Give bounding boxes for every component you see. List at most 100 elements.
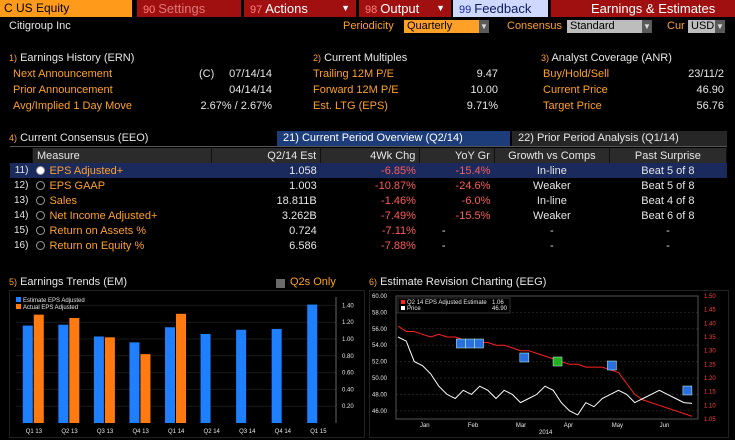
tab-current-period[interactable]: 21) Current Period Overview (Q2/14) (277, 131, 510, 146)
measure-label: EPS GAAP (49, 179, 106, 192)
col-4wk-header[interactable]: 4Wk Chg (320, 148, 421, 163)
bar-estimate (58, 324, 69, 423)
surprise-cell: Beat 5 of 8 (609, 163, 727, 178)
y-tick-label: 0.20 (342, 404, 354, 410)
event-marker-icon (474, 338, 484, 349)
consensus-header[interactable]: 4) Current Consensus (EEO) (9, 132, 148, 144)
ticker-field[interactable]: C US Equity (0, 0, 132, 17)
bar-estimate (271, 328, 282, 423)
table-row[interactable]: 15) Return on Assets % 0.724 -7.11% - - … (10, 223, 727, 238)
prior-announcement-value: 04/14/14 (229, 84, 272, 96)
currency-dropdown-icon[interactable]: ▼ (715, 20, 725, 33)
right-tick-label: 1.45 (704, 308, 716, 314)
currency-label: Cur (667, 20, 685, 32)
x-tick-label: Q4 14 (275, 429, 292, 435)
settings-button[interactable]: 90 Settings (137, 0, 241, 17)
consensus-select[interactable]: Standard (567, 20, 642, 33)
row-number: 16) (14, 240, 29, 251)
radio-icon[interactable] (36, 196, 46, 206)
left-tick-label: 56.00 (372, 327, 388, 333)
right-tick-label: 1.15 (704, 390, 716, 396)
measure-cell[interactable]: Net Income Adjusted+ (32, 208, 211, 223)
table-row[interactable]: 14) Net Income Adjusted+ 3.262B -7.49% -… (10, 208, 727, 223)
col-est-header[interactable]: Q2/14 Est (211, 148, 322, 163)
col-yoy-header[interactable]: YoY Gr (419, 148, 495, 163)
measure-cell[interactable]: Sales (32, 193, 211, 208)
right-tick-label: 1.35 (704, 335, 716, 341)
table-row[interactable]: 13) Sales 18.811B -1.46% -6.0% In-line B… (10, 193, 727, 208)
comps-cell: In-line (536, 194, 567, 207)
bar-estimate (22, 325, 33, 423)
currency-select[interactable]: USD (688, 20, 715, 33)
col-surprise-header[interactable]: Past Surprise (609, 148, 728, 163)
y-tick-label: 0.40 (342, 387, 354, 393)
table-row[interactable]: 11) EPS Adjusted+ 1.058 -6.85% -15.4% In… (10, 163, 727, 178)
estimate-revision-header[interactable]: 6) Estimate Revision Charting (EEG) (369, 276, 546, 288)
x-tick-label: Q3 14 (239, 429, 256, 435)
section-title: Analyst Coverage (ANR) (551, 52, 672, 64)
yoy-cell: - (441, 224, 446, 237)
comps-cell: Weaker (533, 179, 571, 192)
earnings-trends-header[interactable]: 5) Earnings Trends (EM) (9, 276, 127, 288)
estimate-revision-chart: 60.00 58.00 56.00 54.00 52.00 50.00 48.00 46.00… (369, 290, 729, 438)
row-number: 14) (14, 210, 29, 221)
measure-cell[interactable]: Return on Equity % (32, 238, 211, 253)
surprise-cell: - (666, 224, 670, 237)
ltg-eps-label: Est. LTG (EPS) (313, 100, 388, 112)
analyst-coverage-header[interactable]: 3) Analyst Coverage (ANR) (541, 52, 672, 64)
table-row[interactable]: 12) EPS GAAP 1.003 -10.87% -24.6% Weaker… (10, 178, 727, 193)
consensus-dropdown-icon[interactable]: ▼ (642, 20, 652, 33)
col-comps-header[interactable]: Growth vs Comps (494, 148, 610, 163)
right-tick-label: 1.05 (704, 417, 716, 423)
x-tick-label: Q2 13 (61, 429, 78, 435)
comps-cell: Weaker (533, 209, 571, 222)
yoy-cell: - (441, 239, 446, 252)
actions-button[interactable]: 97 Actions ▼ (244, 0, 356, 17)
feedback-button[interactable]: 99 Feedback (453, 0, 548, 17)
radio-icon[interactable] (36, 241, 46, 251)
4wk-cell: -1.46% (381, 194, 416, 207)
bar-actual (140, 354, 151, 423)
section-title: Earnings History (ERN) (20, 52, 135, 64)
tab-num: 21) (283, 132, 299, 144)
bar-actual (69, 318, 80, 423)
measure-label: Net Income Adjusted+ (49, 209, 158, 222)
est-cell: 1.003 (289, 179, 317, 192)
measure-label: Return on Equity % (49, 239, 145, 252)
event-marker-icon (456, 338, 466, 349)
target-price-label: Target Price (543, 100, 602, 112)
q2s-only-checkbox[interactable] (276, 279, 285, 288)
x-tick-label: Q4 13 (132, 429, 149, 435)
left-tick-label: 58.00 (372, 310, 388, 316)
current-multiples-header[interactable]: 2) Current Multiples (313, 52, 407, 64)
legend-value: 46.90 (492, 306, 508, 312)
output-dropdown-icon: ▼ (436, 3, 445, 13)
earnings-history-header[interactable]: 1) Earnings History (ERN) (9, 52, 134, 64)
measure-cell[interactable]: EPS Adjusted+ (32, 163, 212, 178)
trailing-pe-value: 9.47 (476, 68, 498, 80)
periodicity-dropdown-icon[interactable]: ▼ (479, 20, 489, 33)
tab-prior-period[interactable]: 22) Prior Period Analysis (Q1/14) (512, 131, 727, 146)
table-row[interactable]: 16) Return on Equity % 6.586 -7.88% - - … (10, 238, 727, 253)
section-number: 3) (541, 53, 550, 63)
yoy-cell: -6.0% (461, 194, 491, 207)
x-tick-label: Jan (420, 423, 430, 429)
left-tick-label: 52.00 (372, 360, 388, 366)
measure-cell[interactable]: EPS GAAP (32, 178, 211, 193)
radio-icon[interactable] (36, 211, 46, 221)
q2s-only-label: Q2s Only (290, 276, 336, 288)
tab-num: 22) (518, 132, 534, 144)
consensus-table: Measure Q2/14 Est 4Wk Chg YoY Gr Growth … (10, 148, 728, 253)
y-tick-label: 1.20 (342, 320, 354, 326)
radio-selected-icon[interactable] (36, 166, 46, 176)
periodicity-select[interactable]: Quarterly (404, 20, 479, 33)
output-button[interactable]: 98 Output ▼ (359, 0, 451, 17)
legend-swatch (16, 304, 21, 309)
radio-icon[interactable] (36, 226, 46, 236)
y-tick-label: 1.00 (342, 337, 354, 343)
y-tick-label: 0.60 (342, 371, 354, 377)
col-measure-header[interactable]: Measure (32, 148, 213, 163)
measure-cell[interactable]: Return on Assets % (32, 223, 211, 238)
radio-icon[interactable] (36, 181, 46, 191)
measure-label: Sales (49, 194, 77, 207)
